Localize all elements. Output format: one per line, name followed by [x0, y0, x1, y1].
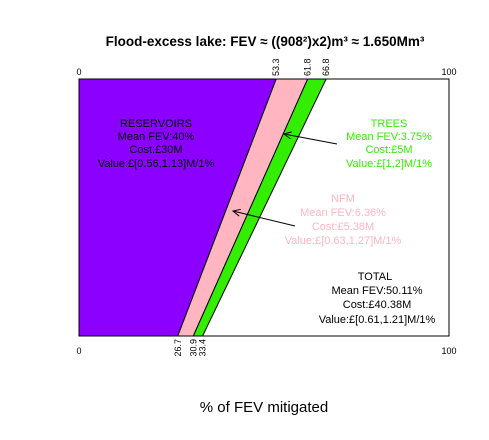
nfm-label-line: NFM — [331, 193, 355, 205]
top-tick-100: 100 — [441, 67, 456, 77]
trees-label-line: TREES — [371, 118, 408, 130]
reservoirs-label-line: RESERVOIRS — [120, 118, 192, 130]
trees-arrow — [282, 131, 338, 145]
chart-title: Flood-excess lake: FEV ≈ ((908²)x2)m³ ≈ … — [106, 34, 425, 49]
nfm-label-line: Value:£[0.63,1.27]M/1% — [285, 235, 402, 247]
reservoirs-label-line: Value:£[0.56,1.13]M/1% — [98, 158, 215, 170]
trees-label-line: Mean FEV:3.75% — [346, 131, 432, 143]
top-boundary-label: 61.8 — [303, 58, 313, 76]
x-axis-label: % of FEV mitigated — [200, 399, 328, 416]
bottom-boundary-label: 26.7 — [173, 339, 183, 357]
nfm-label-line: Cost:£5.38M — [312, 221, 374, 233]
total-label-line: Mean FEV:50.11% — [331, 285, 422, 297]
total-label: TOTAL Mean FEV:50.11% Cost:£40.38M Value… — [319, 271, 436, 326]
total-label-line: TOTAL — [358, 271, 392, 283]
bottom-boundary-label: 30.9 — [188, 339, 198, 357]
top-boundary-label: 66.8 — [321, 58, 331, 76]
plot-frame — [78, 78, 450, 337]
top-boundary-label: 53.3 — [271, 58, 281, 76]
total-label-line: Cost:£40.38M — [343, 299, 411, 311]
top-tick-0: 0 — [76, 67, 81, 77]
reservoirs-label-line: Cost:£30M — [129, 144, 182, 156]
nfm-label: NFM Mean FEV:6.36% Cost:£5.38M Value:£[0… — [285, 193, 402, 247]
reservoirs-label: RESERVOIRS Mean FEV:40% Cost:£30M Value:… — [98, 118, 215, 170]
trees-label-line: Cost:£5M — [365, 144, 412, 156]
reservoirs-label-line: Mean FEV:40% — [118, 131, 195, 143]
nfm-label-line: Mean FEV:6.36% — [300, 207, 386, 219]
bottom-tick-0: 0 — [76, 346, 81, 356]
nfm-arrow — [231, 208, 296, 227]
total-label-line: Value:£[0.61,1.21]M/1% — [319, 314, 436, 326]
bottom-boundary-label: 33.4 — [198, 339, 208, 357]
trees-label: TREES Mean FEV:3.75% Cost:£5M Value:£[1,… — [346, 118, 432, 170]
bottom-tick-100: 100 — [441, 346, 456, 356]
trees-label-line: Value:£[1,2]M/1% — [346, 158, 432, 170]
